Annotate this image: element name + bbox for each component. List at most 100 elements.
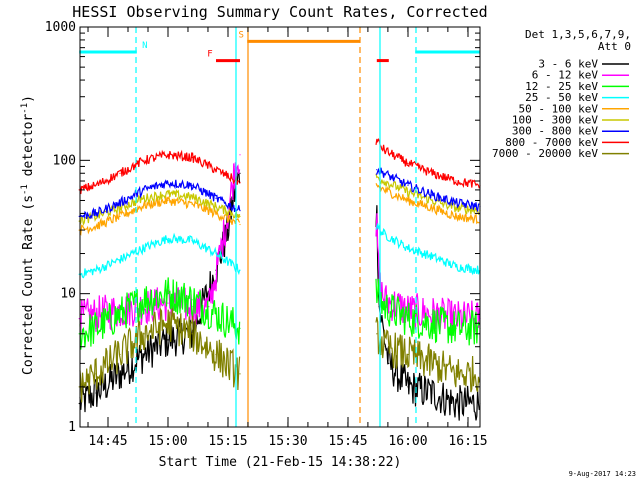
data-point [383,299,385,301]
series-line [375,173,480,215]
series-line [79,195,241,236]
data-point [167,182,169,184]
data-point [167,237,169,239]
data-point [232,199,234,202]
data-point [215,313,217,315]
y-axis-label-mid: detector [21,114,36,185]
data-point [455,402,457,405]
data-point [95,392,97,394]
x-axis-label: Start Time (21-Feb-15 14:38:22) [159,455,402,470]
data-point [376,333,378,335]
data-point [227,229,229,231]
data-point [431,362,433,364]
data-point [431,322,433,324]
series-line [79,307,241,403]
data-point [215,197,217,199]
data-point [167,302,169,304]
data-point [95,373,97,375]
data-point [143,189,145,191]
data-point [239,182,241,184]
data-point [431,172,433,174]
data-point [167,199,169,202]
legend-label: 25 - 50 keV [525,91,598,104]
data-point [431,255,433,258]
series-line [79,277,241,350]
x-tick-label: 15:45 [328,434,367,449]
legend-label: 3 - 6 keV [538,58,598,71]
data-point [215,353,217,356]
data-point [215,273,217,275]
data-point [376,169,378,171]
legend-label: 6 - 12 keV [532,69,599,82]
y-axis-label-sup: -1 [20,184,30,195]
data-point [119,313,121,315]
data-point [388,362,390,364]
series-line [375,138,480,189]
data-point [191,203,193,205]
data-point [167,154,169,156]
data-point [376,225,378,227]
y-tick-label: 1 [68,420,76,435]
series-line [375,183,480,225]
data-point [407,318,409,320]
data-point [143,204,145,206]
series-line [79,170,241,413]
data-point [167,193,169,195]
data-point [455,373,457,375]
chart-title: HESSI Observing Summary Count Rates, Cor… [72,3,487,21]
y-tick-label: 10 [60,287,76,302]
x-tick-label: 15:15 [208,434,247,449]
data-point [431,194,433,196]
data-point [239,210,241,212]
data-point [167,339,169,341]
series-line [79,162,241,338]
state-bar-label-n: N [142,41,147,51]
data-point [95,327,97,329]
data-point [239,154,241,156]
data-point [431,392,433,394]
data-point [95,212,97,214]
footer-timestamp: 9-Aug-2017 14:23 [569,470,636,478]
state-bar-label-s: S [238,30,243,40]
series-line [375,223,480,276]
y-axis: 1 10 100 1000 [45,20,480,435]
data-point [191,184,193,186]
data-point [407,199,409,202]
series-line [375,167,480,213]
series-50-100-kev [78,183,481,236]
data-point [239,215,241,217]
data-point [119,259,121,261]
data-point [215,212,217,214]
data-point [119,353,121,356]
data-point [407,184,409,186]
data-point [143,299,145,301]
legend-label: 12 - 25 keV [525,80,598,93]
legend-label: 800 - 7000 keV [505,136,598,149]
series-line [375,278,480,346]
data-point [431,207,433,209]
data-point [119,215,121,217]
legend-label: 50 - 100 keV [519,102,599,115]
y-axis-label-main: Corrected Count Rate (s [21,195,36,375]
data-point [95,225,97,227]
series-line [79,149,240,195]
data-point [191,156,193,159]
data-point [376,184,378,186]
series-line [79,232,241,279]
data-point [383,346,385,348]
data-point [407,353,409,356]
data-point [143,333,145,335]
data-point [455,265,457,268]
x-tick-label: 16:00 [388,434,427,449]
data-point [455,202,457,204]
legend-header-2: Att 0 [598,40,631,53]
data-point [455,207,457,209]
data-point [239,223,241,226]
data-point [455,318,457,320]
data-point [431,313,433,315]
data-point [143,159,145,161]
x-tick-label: 14:45 [88,434,127,449]
legend-label: 300 - 800 keV [512,125,598,138]
data-point [376,176,378,178]
